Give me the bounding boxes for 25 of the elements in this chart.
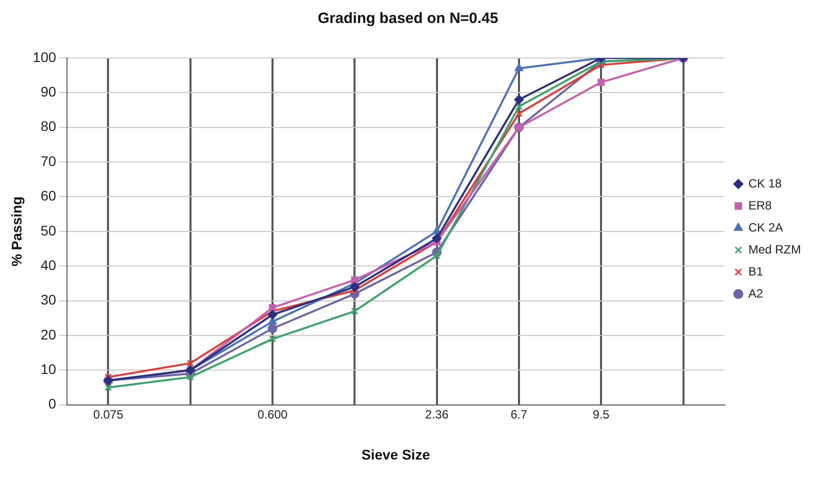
y-tick-label: 10 (40, 360, 56, 377)
legend-label: B1 (748, 264, 764, 278)
y-tick-label: 0 (48, 396, 56, 412)
y-tick-label: 50 (40, 222, 56, 238)
legend-label: Med RZM (748, 242, 802, 256)
y-tick-label: 90 (40, 84, 56, 100)
y-tick-label: 60 (40, 188, 56, 204)
y-tick-label: 100 (32, 48, 56, 65)
x-tick-label: 9.5 (592, 407, 610, 422)
legend-label: CK 18 (748, 176, 782, 190)
x-axis-title: Sieve Size (361, 446, 430, 462)
legend-label: CK 2A (748, 220, 784, 234)
y-tick-label: 70 (40, 152, 56, 169)
x-tick-label: 0.600 (258, 407, 288, 422)
legend-label: A2 (748, 286, 764, 300)
x-tick-label: 0.075 (93, 407, 124, 422)
x-tick-label: 2.36 (425, 407, 449, 422)
y-axis-title: % Passing (8, 196, 24, 266)
y-tick-label: 20 (40, 326, 56, 342)
y-tick-label: 80 (40, 118, 56, 134)
y-tick-label: 30 (40, 292, 56, 308)
y-tick-label: 40 (40, 256, 56, 273)
legend-label: ER8 (748, 198, 772, 212)
x-tick-label: 6.7 (510, 407, 528, 422)
chart-title: Grading based on N=0.45 (318, 10, 498, 28)
